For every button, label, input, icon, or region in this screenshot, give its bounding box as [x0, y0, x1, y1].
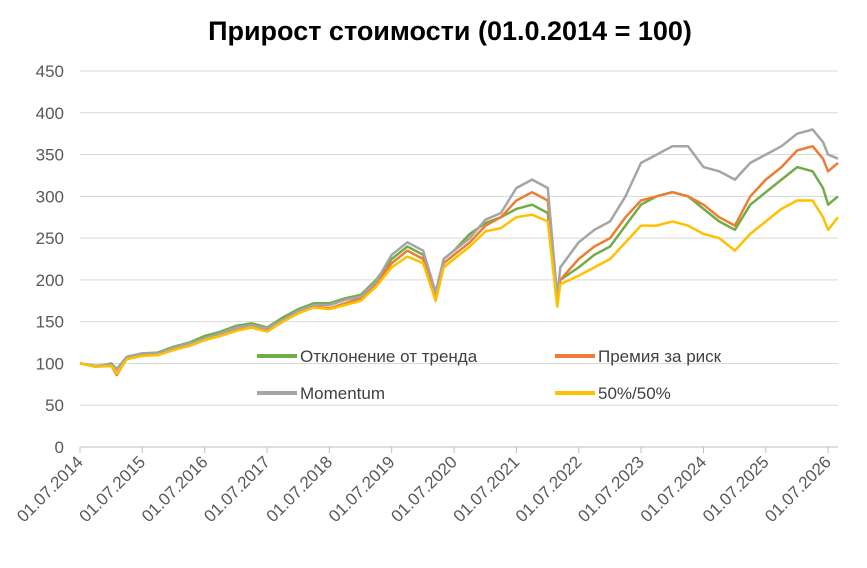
- y-tick-label: 350: [36, 146, 64, 165]
- y-tick-label: 450: [36, 62, 64, 81]
- x-tick-label: 01.07.2026: [761, 452, 835, 526]
- x-tick-label: 01.07.2025: [699, 452, 773, 526]
- legend-label: 50%/50%: [598, 384, 671, 403]
- legend-label: Momentum: [300, 384, 385, 403]
- legend-label: Отклонение от тренда: [300, 347, 478, 366]
- y-tick-label: 200: [36, 271, 64, 290]
- x-tick-label: 01.07.2020: [387, 452, 461, 526]
- chart-title: Прирост стоимости (01.0.2014 = 100): [208, 16, 692, 46]
- series-line: [79, 199, 839, 375]
- x-tick-label: 01.07.2023: [574, 452, 648, 526]
- x-tick-label: 01.07.2021: [450, 452, 524, 526]
- series-line: [79, 128, 839, 372]
- y-tick-label: 300: [36, 187, 64, 206]
- x-tick-label: 01.07.2019: [325, 452, 399, 526]
- y-tick-label: 100: [36, 354, 64, 373]
- x-tick-label: 01.07.2022: [512, 452, 586, 526]
- x-tick-label: 01.07.2017: [200, 452, 274, 526]
- y-tick-label: 400: [36, 104, 64, 123]
- x-tick-label: 01.07.2014: [13, 452, 87, 526]
- x-tick-label: 01.07.2018: [263, 452, 337, 526]
- y-tick-label: 50: [45, 396, 64, 415]
- y-tick-label: 0: [55, 438, 64, 457]
- x-tick-label: 01.07.2015: [76, 452, 150, 526]
- series-line: [79, 165, 839, 371]
- x-tick-label: 01.07.2024: [637, 452, 711, 526]
- legend-label: Премия за риск: [598, 347, 722, 366]
- y-tick-label: 250: [36, 229, 64, 248]
- y-tick-label: 150: [36, 313, 64, 332]
- x-tick-label: 01.07.2016: [138, 452, 212, 526]
